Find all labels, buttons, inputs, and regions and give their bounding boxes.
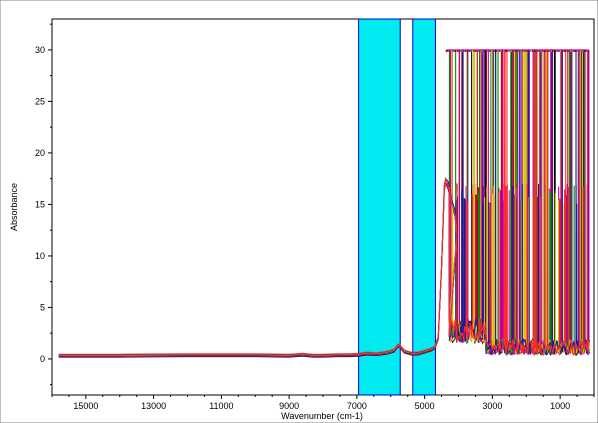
axes: 15000 13000 11000 9000 7000 5000 3000 1000 0 5 10 1… [35,23,595,411]
y-tick-label: 0 [40,354,45,364]
x-tick-label: 9000 [279,401,299,411]
x-tick-label: 3000 [482,401,502,411]
y-tick-label: 30 [35,45,45,55]
spectrum-line-8 [58,49,590,357]
x-tick-label: 7000 [347,401,367,411]
x-tick-label: 15000 [73,401,98,411]
y-tick-label: 20 [35,148,45,158]
y-tick-label: 15 [35,199,45,209]
highlight-regions [358,18,436,396]
y-tick-label: 25 [35,96,45,106]
y-tick-label: 10 [35,251,45,261]
y-axis-label: Absorbance [9,183,19,231]
y-tick-label: 5 [40,302,45,312]
x-axis-label: Wavenumber (cm-1) [281,411,363,421]
x-tick-label: 5000 [415,401,435,411]
highlight-region-2 [412,18,436,396]
spectrum-lines [58,49,591,358]
highlight-region-1 [358,18,401,396]
x-tick-label: 13000 [141,401,166,411]
x-tick-label: 1000 [550,401,570,411]
x-tick-label: 11000 [209,401,233,411]
